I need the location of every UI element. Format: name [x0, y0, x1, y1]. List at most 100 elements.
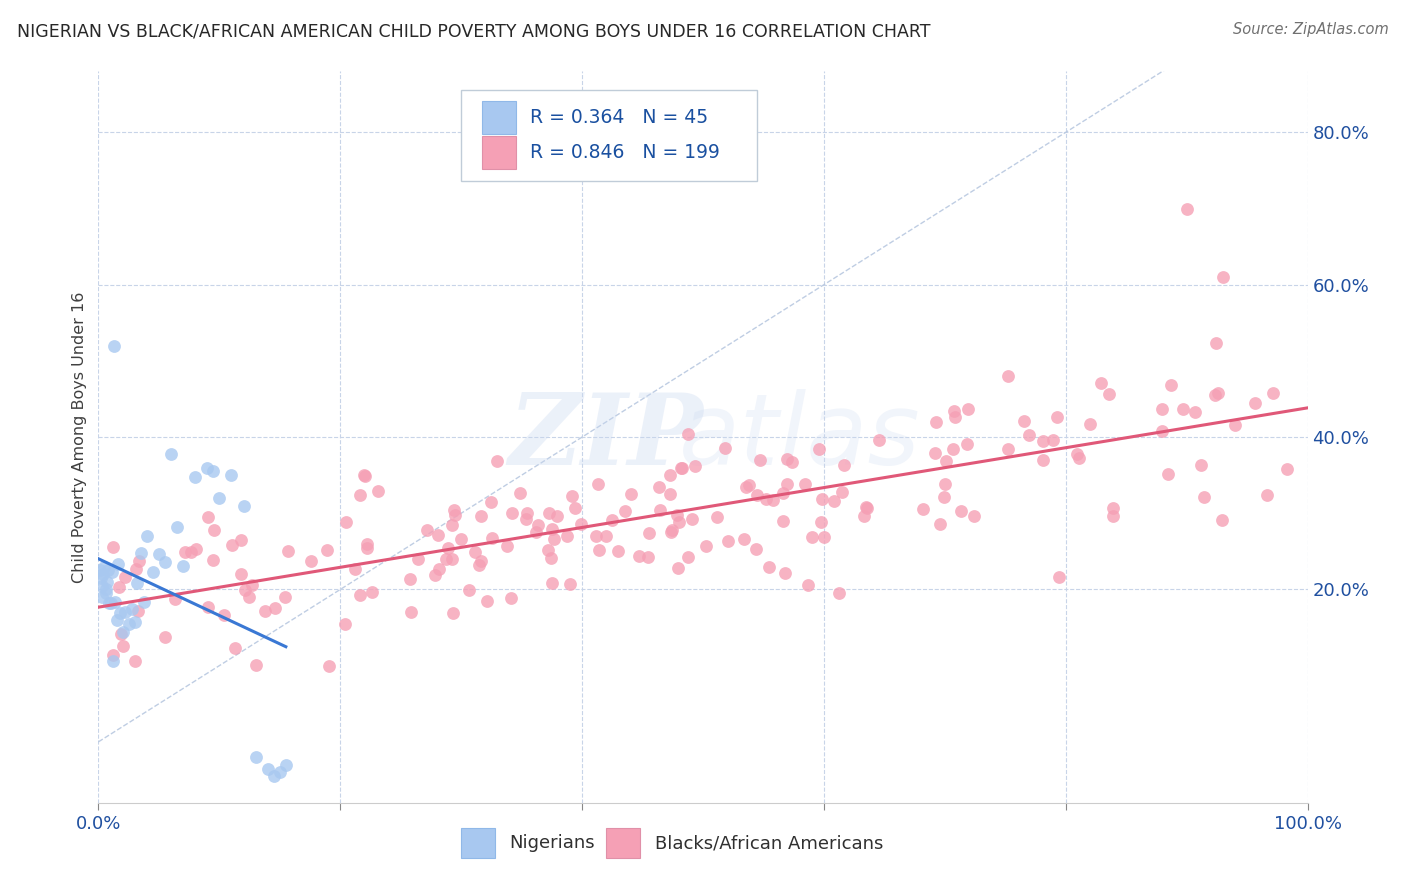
Point [263, 601, 285, 615]
Point [195, 460, 218, 475]
Point [932, 490, 955, 504]
Point [240, 577, 263, 591]
Point [101, 648, 124, 662]
Point [564, 501, 586, 516]
Point [427, 527, 450, 541]
Point [810, 515, 832, 529]
Point [1175, 202, 1198, 216]
Point [613, 504, 636, 518]
Point [540, 551, 562, 566]
Bar [606, 829, 640, 858]
Point [706, 510, 728, 524]
Point [620, 486, 643, 500]
Point [1032, 452, 1054, 467]
Point [434, 552, 457, 566]
Point [1102, 501, 1125, 516]
Text: Source: ZipAtlas.com: Source: ZipAtlas.com [1233, 22, 1389, 37]
Point [172, 558, 194, 573]
Point [627, 549, 650, 563]
Point [1042, 434, 1064, 448]
Point [406, 552, 429, 566]
Point [1150, 401, 1173, 416]
Point [546, 509, 568, 524]
Point [495, 539, 517, 553]
Point [595, 529, 617, 543]
Point [100, 595, 122, 609]
Point [516, 506, 538, 520]
Point [353, 467, 375, 482]
Point [602, 513, 624, 527]
Point [569, 516, 592, 531]
Point [441, 552, 464, 566]
Point [738, 477, 761, 491]
Point [813, 531, 835, 545]
Point [96, 574, 118, 589]
Text: atlas: atlas [679, 389, 921, 485]
Point [668, 516, 690, 530]
Point [1157, 467, 1180, 482]
Point [659, 487, 682, 501]
Point [124, 615, 146, 629]
Point [343, 562, 366, 576]
Point [776, 451, 799, 466]
Point [796, 577, 818, 591]
Point [637, 525, 659, 540]
Point [957, 401, 980, 416]
Bar [461, 829, 495, 858]
Point [963, 508, 986, 523]
Point [1078, 417, 1101, 431]
Point [101, 654, 124, 668]
Point [114, 605, 136, 619]
Point [541, 523, 564, 537]
Point [1018, 427, 1040, 442]
Point [184, 541, 207, 556]
Point [318, 658, 340, 673]
Bar [482, 101, 516, 134]
Point [762, 493, 785, 508]
Point [160, 447, 183, 461]
Point [775, 566, 797, 580]
Point [942, 442, 965, 456]
Point [943, 404, 966, 418]
Point [245, 750, 267, 764]
FancyBboxPatch shape [461, 90, 758, 181]
Point [561, 489, 583, 503]
Point [807, 442, 830, 456]
Point [868, 433, 890, 447]
Point [1090, 376, 1112, 390]
Point [427, 562, 450, 576]
Point [197, 510, 219, 524]
Point [537, 542, 560, 557]
Point [153, 555, 176, 569]
Point [499, 591, 522, 606]
Point [360, 585, 382, 599]
Point [1049, 569, 1071, 583]
Point [263, 769, 285, 783]
Point [197, 599, 219, 614]
Point [588, 542, 610, 557]
Point [935, 454, 957, 468]
Point [316, 542, 339, 557]
Point [475, 593, 498, 607]
Point [681, 512, 703, 526]
Point [793, 476, 815, 491]
Point [91, 567, 114, 582]
Point [202, 524, 225, 538]
Point [253, 604, 276, 618]
Point [443, 502, 465, 516]
Point [823, 493, 845, 508]
Point [274, 757, 297, 772]
Point [648, 480, 671, 494]
Point [184, 469, 207, 483]
Point [441, 518, 464, 533]
Point [90, 571, 112, 585]
Point [1160, 378, 1182, 392]
Point [659, 467, 682, 482]
Point [733, 532, 755, 546]
Point [221, 538, 243, 552]
Point [853, 508, 876, 523]
Point [201, 553, 224, 567]
Point [233, 583, 256, 598]
Point [166, 520, 188, 534]
Point [1211, 513, 1233, 527]
